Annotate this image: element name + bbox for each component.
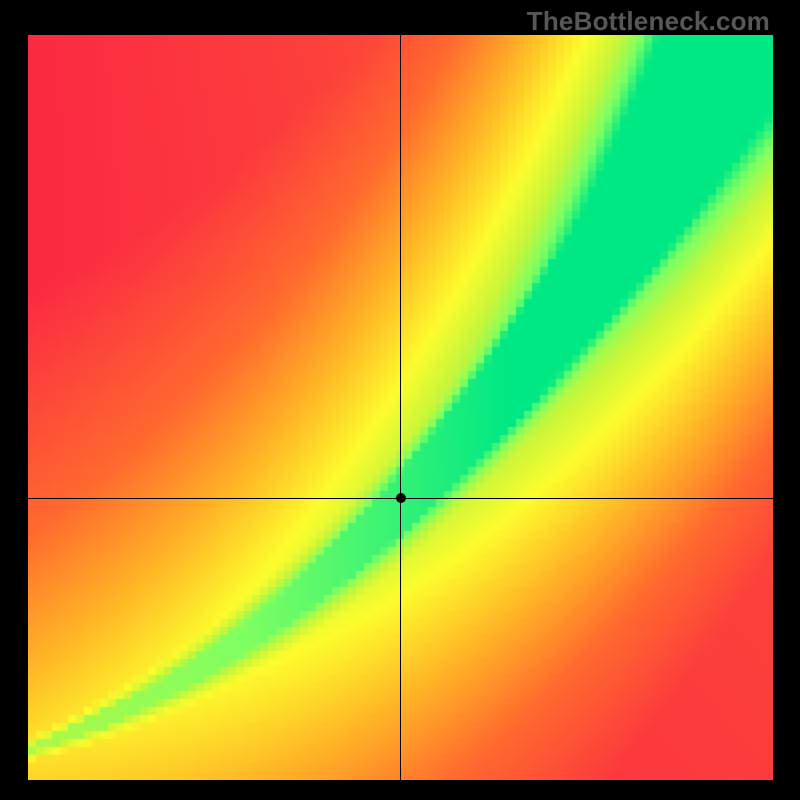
- operating-point-marker: [396, 493, 406, 503]
- watermark-text: TheBottleneck.com: [527, 6, 770, 37]
- chart-frame: TheBottleneck.com: [0, 0, 800, 800]
- crosshair-vertical: [400, 35, 402, 780]
